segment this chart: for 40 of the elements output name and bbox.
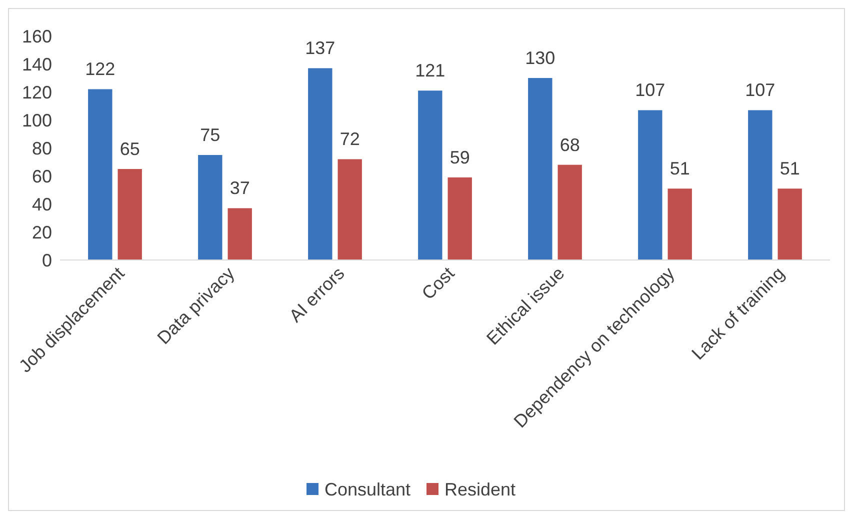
bar: [778, 188, 802, 260]
bar: [748, 110, 772, 260]
data-label: 107: [745, 80, 776, 100]
legend-label: Consultant: [324, 479, 411, 500]
bar: [418, 90, 442, 260]
bar: [118, 169, 142, 260]
x-tick-label: Cost: [418, 263, 458, 304]
data-label: 72: [340, 129, 360, 150]
bar: [338, 159, 362, 260]
y-tick-label: 140: [22, 54, 52, 74]
bar: [448, 177, 472, 260]
y-tick-label: 0: [42, 250, 52, 270]
bar: [668, 188, 692, 260]
data-label: 51: [780, 158, 800, 179]
data-label: 107: [635, 80, 666, 100]
bar: [198, 155, 222, 260]
y-tick-label: 20: [32, 222, 52, 242]
bar: [308, 68, 332, 260]
data-label: 122: [85, 59, 116, 80]
data-label: 68: [560, 134, 580, 155]
y-tick-label: 100: [22, 110, 52, 130]
data-label: 51: [670, 158, 690, 179]
y-tick-label: 160: [22, 26, 52, 46]
bar: [88, 89, 112, 260]
y-tick-label: 60: [32, 166, 52, 186]
y-tick-label: 80: [32, 138, 52, 158]
data-label: 130: [525, 48, 556, 68]
y-tick-label: 40: [32, 194, 52, 214]
y-tick-label: 120: [22, 82, 52, 102]
bar: [528, 78, 552, 260]
bar: [228, 208, 252, 260]
data-label: 59: [450, 147, 470, 168]
data-label: 37: [230, 178, 250, 198]
legend-label: Resident: [444, 479, 516, 500]
data-label: 137: [305, 38, 336, 58]
bar: [558, 164, 582, 260]
data-label: 121: [415, 60, 446, 81]
data-label: 65: [120, 139, 140, 159]
bar: [638, 110, 662, 260]
data-label: 75: [200, 125, 220, 145]
